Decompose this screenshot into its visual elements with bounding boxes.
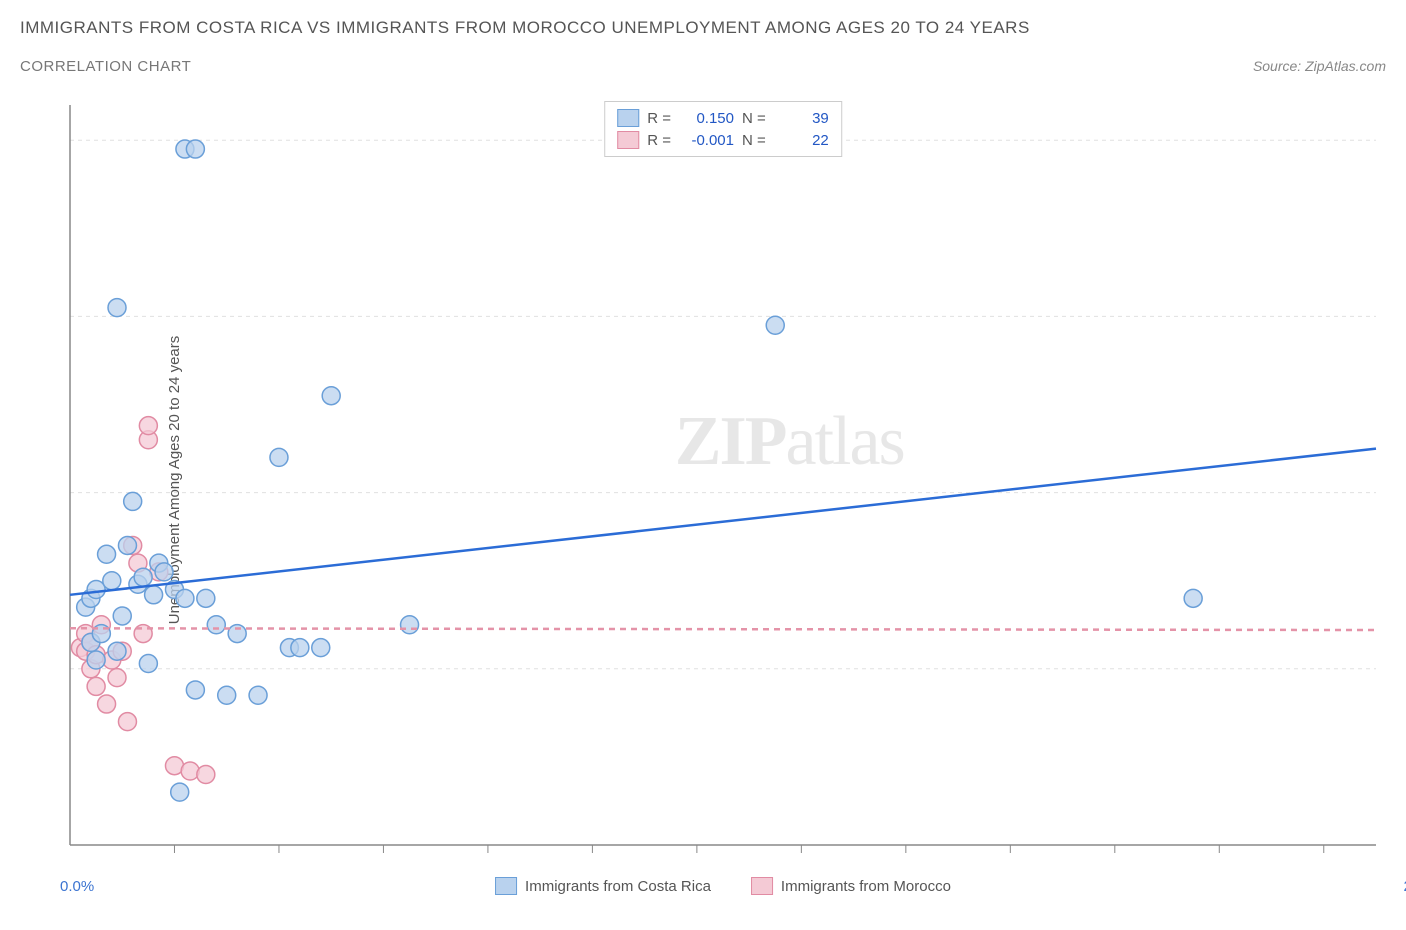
series-name: Immigrants from Morocco [781,878,951,895]
x-tick-min: 0.0% [60,878,94,895]
legend-item-series-0: Immigrants from Costa Rica [495,877,711,895]
scatter-plot [60,95,1386,865]
r-label: R = [647,110,671,127]
source-label: Source: ZipAtlas.com [1253,58,1386,74]
stats-legend: R = 0.150 N = 39 R = -0.001 N = 22 [604,101,842,157]
swatch-series-1 [751,877,773,895]
swatch-series-0 [495,877,517,895]
n-label: N = [742,110,766,127]
r-label: R = [647,132,671,149]
stats-row-series-0: R = 0.150 N = 39 [617,107,829,129]
swatch-series-1 [617,131,639,149]
stats-row-series-1: R = -0.001 N = 22 [617,129,829,151]
n-value: 39 [774,110,829,127]
r-value: 0.150 [679,110,734,127]
series-legend: Immigrants from Costa Rica Immigrants fr… [495,877,951,895]
chart-subtitle: CORRELATION CHART [20,58,191,75]
series-name: Immigrants from Costa Rica [525,878,711,895]
n-label: N = [742,132,766,149]
r-value: -0.001 [679,132,734,149]
swatch-series-0 [617,109,639,127]
legend-item-series-1: Immigrants from Morocco [751,877,951,895]
n-value: 22 [774,132,829,149]
chart-title: IMMIGRANTS FROM COSTA RICA VS IMMIGRANTS… [20,18,1030,38]
chart-area: Unemployment Among Ages 20 to 24 years R… [60,95,1386,865]
